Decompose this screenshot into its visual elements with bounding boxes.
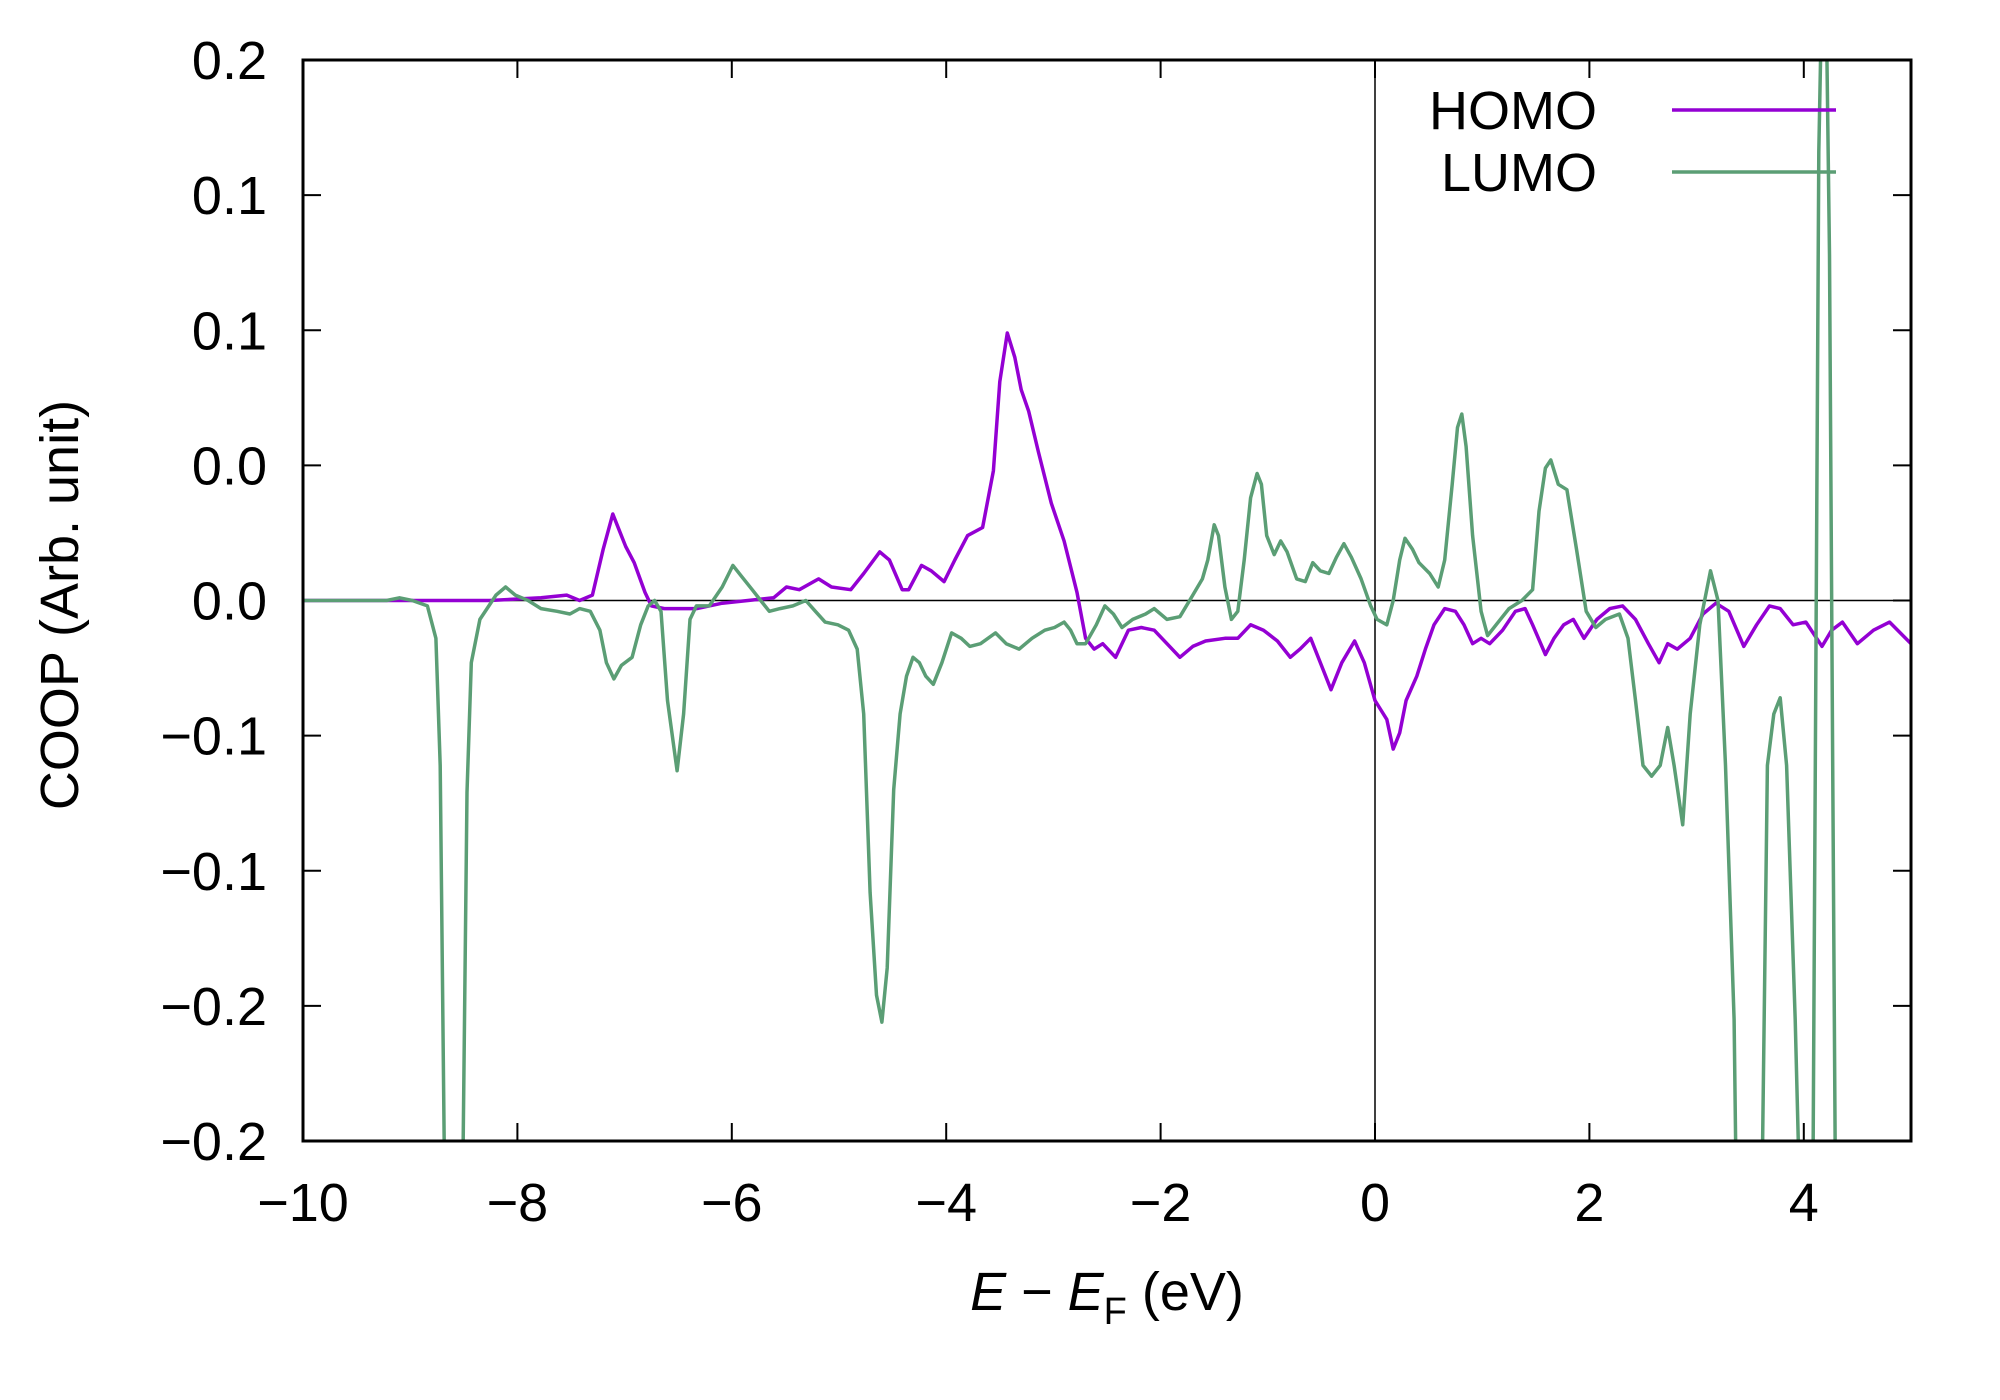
series-group	[303, 60, 1911, 1141]
reference-lines	[303, 60, 1911, 1141]
x-tick-label: −6	[701, 1173, 763, 1233]
y-tick-label: 0.1	[192, 301, 267, 361]
y-tick-label: −0.1	[160, 842, 267, 902]
x-tick-label: −2	[1130, 1173, 1192, 1233]
legend-label-homo: HOMO	[1429, 81, 1597, 141]
tick-labels: −10 −8 −6 −4 −2 0 2 4 0.2 0.1 0.1 0.0 0.0 −0.1 −0.1 −0.…	[160, 31, 1818, 1233]
plot-frame	[301, 58, 1913, 1143]
x-title-e: E	[970, 1262, 1007, 1322]
y-axis-title: COOP (Arb. unit)	[30, 400, 90, 810]
x-tick-label: −8	[487, 1173, 549, 1233]
x-title-unit: (eV)	[1127, 1262, 1244, 1322]
x-tick-label: 2	[1574, 1173, 1604, 1233]
y-tick-label: −0.2	[160, 1112, 267, 1172]
x-title-ef: E	[1068, 1262, 1105, 1322]
y-tick-label: −0.2	[160, 977, 267, 1037]
legend-label-lumo: LUMO	[1441, 143, 1597, 203]
axis-ticks	[302, 59, 1911, 1142]
x-title-minus: −	[1006, 1262, 1068, 1322]
y-tick-label: 0.1	[192, 166, 267, 226]
x-title-subscript: F	[1104, 1291, 1127, 1333]
x-tick-label: 4	[1789, 1173, 1819, 1233]
y-tick-label: 0.0	[192, 436, 267, 496]
y-tick-label: 0.0	[192, 572, 267, 632]
x-tick-label: −4	[915, 1173, 977, 1233]
series-line-lumo	[303, 60, 1837, 1141]
y-tick-label: 0.2	[192, 31, 267, 91]
y-tick-label: −0.1	[160, 707, 267, 767]
x-axis-title: E − EF (eV)	[970, 1262, 1244, 1333]
series-line-homo	[303, 331, 1911, 751]
x-tick-label: −10	[257, 1173, 349, 1233]
x-tick-label: 0	[1360, 1173, 1390, 1233]
